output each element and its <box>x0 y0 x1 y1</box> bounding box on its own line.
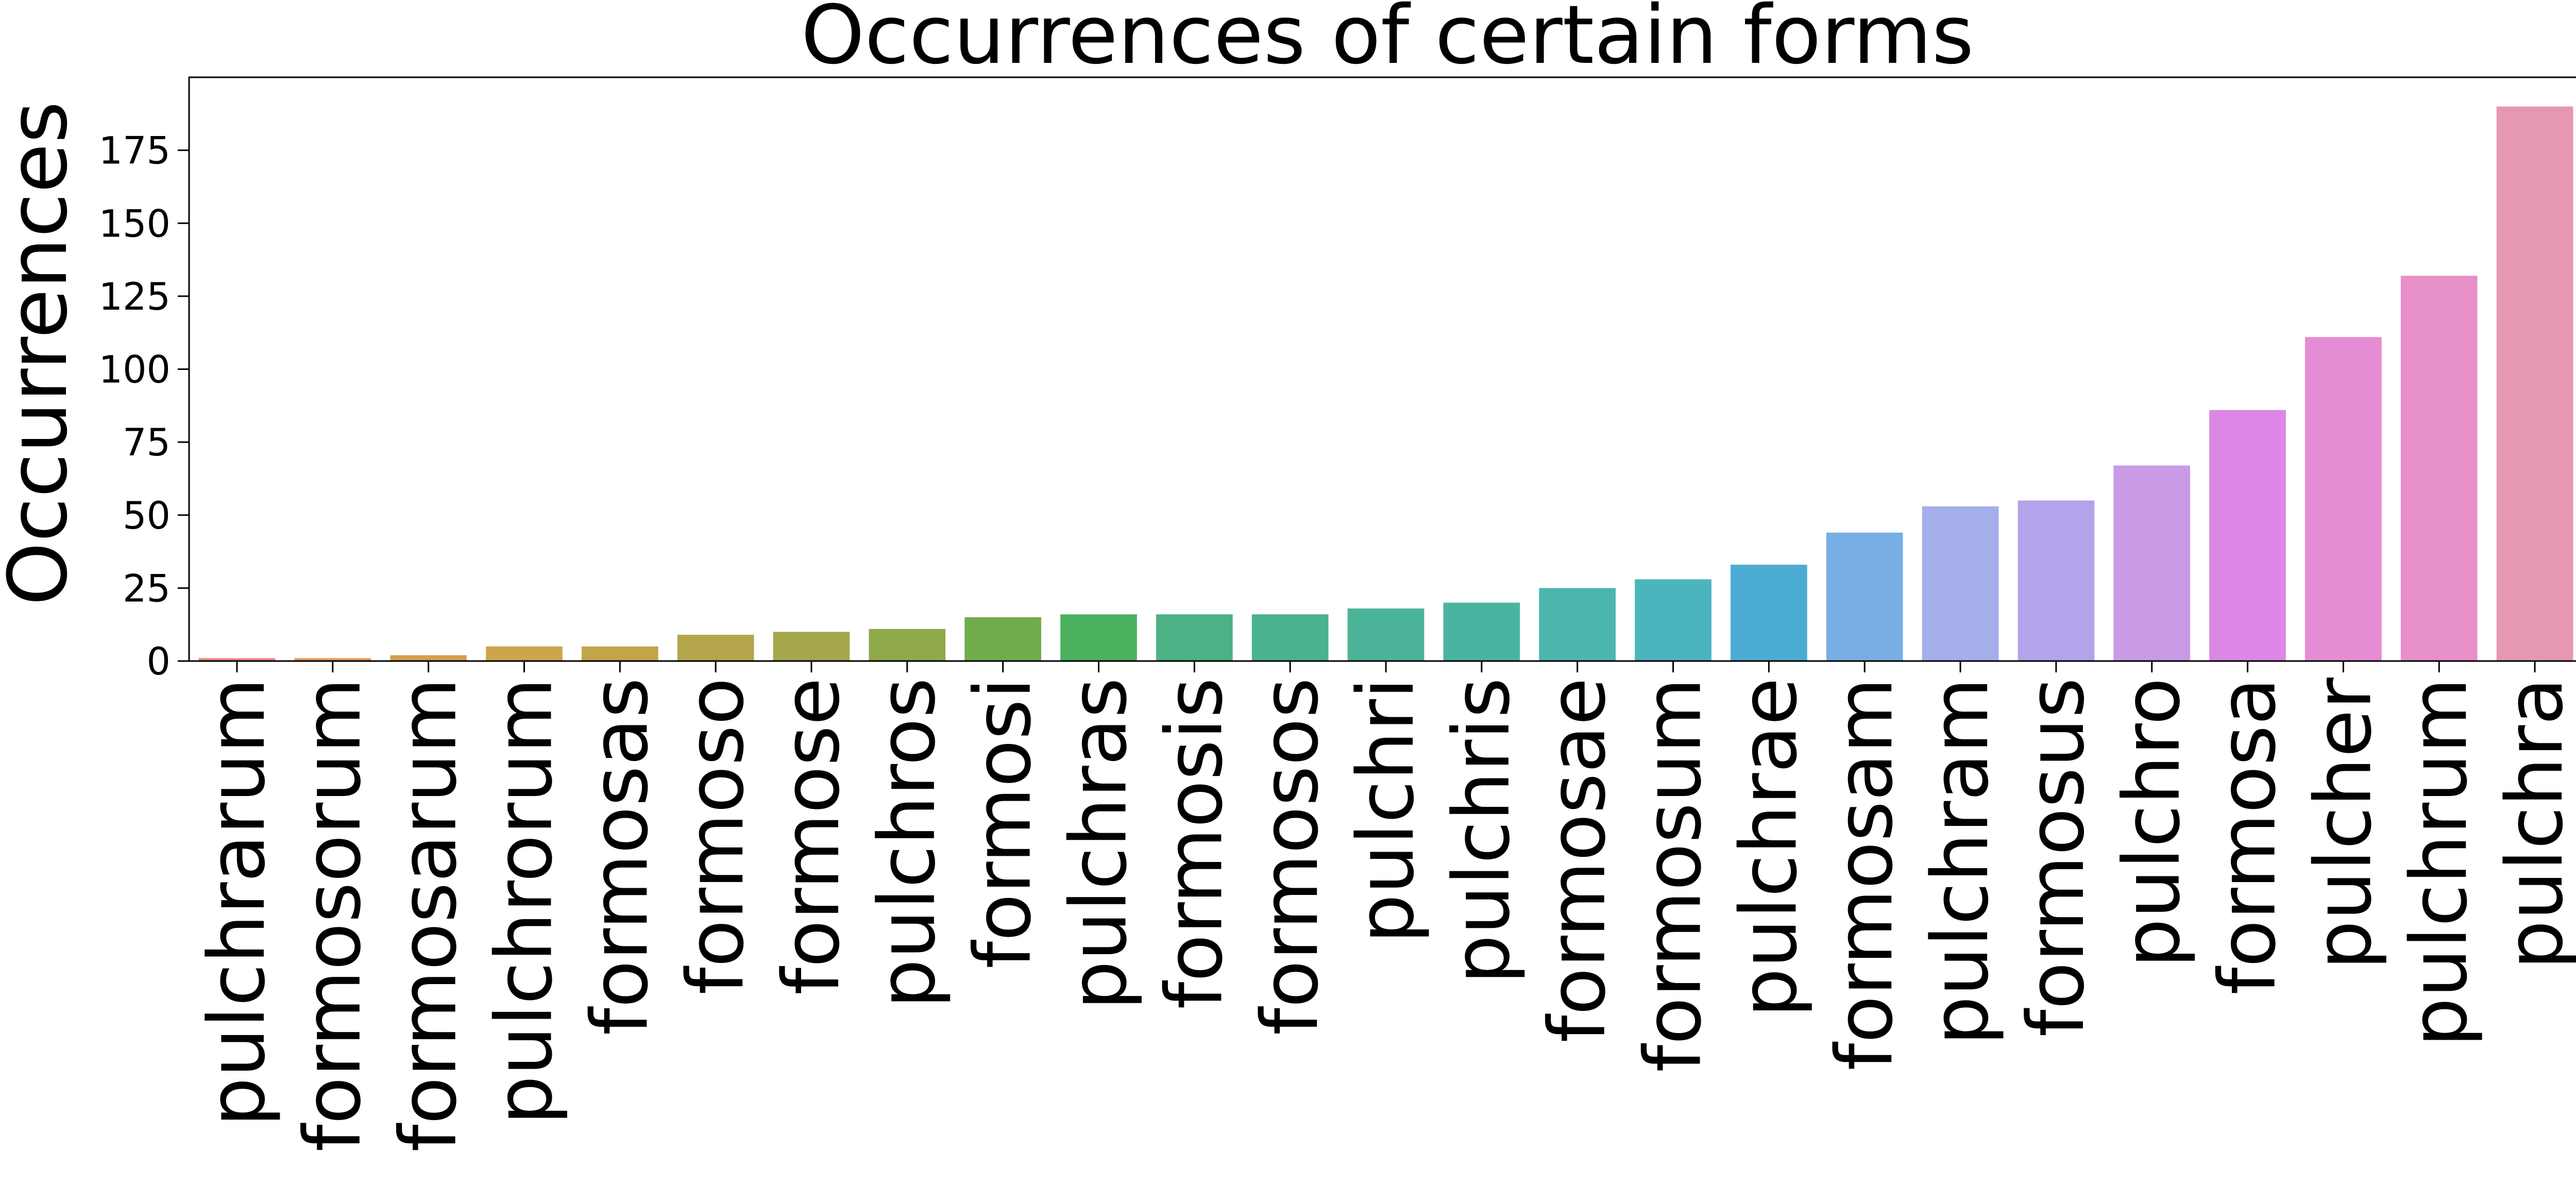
x-tick-label: pulchro <box>2107 678 2197 968</box>
bar-pulchro <box>2113 465 2191 661</box>
bar-pulchrorum <box>486 646 563 661</box>
x-tick-label: pulcher <box>2298 677 2388 970</box>
x-tick-label: pulchris <box>1436 678 1527 984</box>
bar-formosum <box>1635 579 1711 661</box>
bar-formosa <box>2209 410 2286 661</box>
x-tick-label: formosus <box>2011 678 2102 1037</box>
x-tick-label: pulchrarum <box>192 678 282 1127</box>
x-tick-label: formoso <box>670 678 761 995</box>
x-tick-label: formosum <box>1628 678 1719 1072</box>
x-tick-label: pulchri <box>1341 678 1431 943</box>
bar-formosis <box>1156 614 1233 661</box>
bar-pulchra <box>2496 106 2573 661</box>
x-tick-label: formosorum <box>287 678 378 1152</box>
x-tick-label: formosi <box>958 678 1048 969</box>
bar-pulchris <box>1443 602 1520 661</box>
x-tick-label: pulchros <box>862 678 953 1008</box>
bar-pulchrum <box>2400 276 2478 661</box>
x-tick-label: formosos <box>1245 678 1335 1035</box>
y-tick-label: 100 <box>99 348 171 392</box>
x-tick-label: formosas <box>574 678 665 1035</box>
y-tick-label: 50 <box>123 494 171 538</box>
x-tick-label: formosis <box>1149 678 1240 1009</box>
x-tick-label: formose <box>766 678 857 995</box>
bar-formosus <box>2018 500 2095 661</box>
bar-pulchrarum <box>198 658 276 661</box>
bar-formosas <box>581 646 658 661</box>
bar-formosos <box>1251 614 1329 661</box>
y-tick-label: 75 <box>123 421 171 465</box>
bars-group <box>198 106 2573 661</box>
x-tick-label: pulchra <box>2489 678 2576 970</box>
bar-pulchras <box>1060 614 1137 661</box>
y-tick-label: 175 <box>99 129 171 173</box>
x-tick-label: formosae <box>1532 678 1623 1043</box>
y-tick-label: 0 <box>147 640 171 684</box>
bar-formosi <box>964 617 1041 661</box>
bar-pulchros <box>869 629 946 661</box>
bar-formose <box>773 632 850 661</box>
x-tick-label: formosam <box>1819 678 1910 1071</box>
bar-pulchram <box>1922 506 1999 661</box>
x-tick-label: pulchram <box>1915 678 2006 1045</box>
x-tick-label: pulchrorum <box>479 678 569 1125</box>
y-axis-ticks: 0 25 50 75 100 125 150 175 <box>99 129 189 684</box>
x-tick-label: pulchrae <box>1723 678 1814 1018</box>
bar-pulcher <box>2305 337 2382 661</box>
bar-formosam <box>1826 532 1903 661</box>
bar-pulchri <box>1347 608 1425 661</box>
y-tick-label: 125 <box>99 275 171 319</box>
x-axis-ticks: pulchrarum formosorum formosarum pulchrorum… <box>192 661 2576 1152</box>
y-tick-label: 25 <box>123 567 171 611</box>
bar-formosorum <box>294 658 371 661</box>
x-tick-label: pulchras <box>1053 678 1144 1010</box>
x-tick-label: formosarum <box>383 678 474 1152</box>
chart-title: Occurrences of certain forms <box>801 0 1974 82</box>
bar-pulchrae <box>1731 565 1807 661</box>
bar-formoso <box>677 635 754 661</box>
bar-formosae <box>1539 588 1616 661</box>
x-tick-label: formosa <box>2202 678 2293 995</box>
y-axis-label: Occurrences <box>0 101 86 605</box>
y-tick-label: 150 <box>99 202 171 246</box>
bar-formosarum <box>390 655 467 661</box>
x-tick-label: pulchrum <box>2394 678 2484 1047</box>
